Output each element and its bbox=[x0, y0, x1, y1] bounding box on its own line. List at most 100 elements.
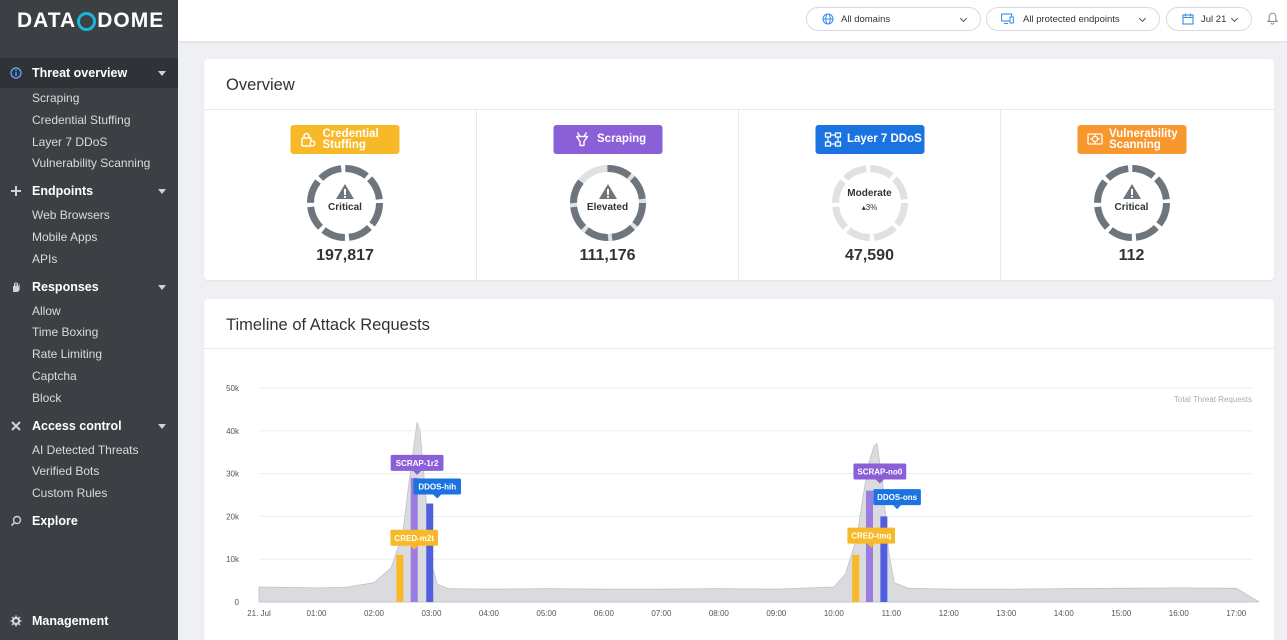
attack-timeline-chart[interactable]: 0 10k 20k 30k 40k 50k 21. Jul 01:00 02:00 03:00 04… bbox=[204, 348, 1274, 640]
annotation-label: DDOS-hih bbox=[418, 482, 456, 491]
threat-count: 197,817 bbox=[316, 247, 374, 264]
threat-level-gauge bbox=[831, 165, 908, 241]
y-tick-label: 40k bbox=[226, 427, 240, 436]
x-tick-label: 01:00 bbox=[306, 609, 327, 618]
metric-scraping[interactable]: Scraping Elevated 111,176 bbox=[476, 110, 738, 280]
sidebar-item-time-boxing[interactable]: Time Boxing bbox=[32, 325, 99, 340]
crossed-tools-icon bbox=[9, 419, 23, 433]
threat-level-gauge bbox=[1093, 165, 1170, 241]
sidebar-item-verified-bots[interactable]: Verified Bots bbox=[32, 464, 100, 479]
x-tick-label: 04:00 bbox=[479, 609, 500, 618]
sidebar-item-allow[interactable]: Allow bbox=[32, 303, 61, 318]
threat-badge-label: Credential bbox=[322, 128, 379, 140]
hand-icon bbox=[9, 280, 23, 294]
threat-badge[interactable]: Credential Stuffing bbox=[290, 125, 400, 154]
annotation-label: CRED-m2t bbox=[394, 534, 434, 543]
series-area bbox=[258, 422, 1260, 603]
date-value: Jul 21 bbox=[1201, 13, 1227, 25]
threat-level-label: Critical bbox=[328, 202, 362, 213]
explore-icon bbox=[9, 514, 23, 528]
timeline-title: Timeline of Attack Requests bbox=[226, 316, 430, 334]
sidebar-item-rate-limiting[interactable]: Rate Limiting bbox=[32, 347, 103, 362]
bar-ddos-ons bbox=[880, 516, 888, 602]
nav-section-endpoints[interactable]: Endpoints bbox=[0, 177, 178, 205]
sidebar: DATA DOME Threat overview Scraping Creden… bbox=[0, 0, 178, 640]
metric-vulnerability-scanning[interactable]: Vulnerability Scanning Critical 112 bbox=[1000, 110, 1262, 280]
x-tick-label: 16:00 bbox=[1169, 609, 1190, 618]
threat-badge[interactable]: Scraping bbox=[553, 125, 662, 154]
x-tick-label: 07:00 bbox=[651, 609, 672, 618]
nav-section-label: Management bbox=[32, 614, 109, 628]
nav-section-access-control[interactable]: Access control bbox=[0, 412, 178, 440]
x-tick-label: 09:00 bbox=[766, 609, 787, 618]
metric-layer7-ddos[interactable]: Layer 7 DDoS Moderate ▴3% 47,590 bbox=[738, 110, 1000, 280]
nav-section-label: Threat overview bbox=[32, 66, 128, 80]
x-tick-label: 11:00 bbox=[882, 609, 902, 618]
sidebar-item-web-browsers[interactable]: Web Browsers bbox=[32, 208, 110, 223]
top-bar: All domains All protected endpoints Jul … bbox=[178, 0, 1287, 41]
nav-section-responses[interactable]: Responses bbox=[0, 273, 178, 301]
chevron-down-icon[interactable] bbox=[158, 284, 166, 290]
metric-credential-stuffing[interactable]: Credential Stuffing Critical 197,817 bbox=[214, 110, 476, 280]
x-tick-label: 06:00 bbox=[594, 609, 615, 618]
bell-icon[interactable] bbox=[1266, 12, 1279, 25]
x-tick-label: 03:00 bbox=[421, 609, 442, 618]
nav-section-threat-overview[interactable]: Threat overview bbox=[0, 58, 178, 88]
y-tick-label: 50k bbox=[226, 384, 240, 393]
annotation-label: SCRAP-no0 bbox=[857, 467, 902, 476]
annotation-box bbox=[413, 478, 462, 495]
sidebar-item-block[interactable]: Block bbox=[32, 390, 62, 405]
overview-title: Overview bbox=[226, 76, 295, 94]
domain-filter-value: All domains bbox=[841, 13, 891, 25]
bar-scrap-no0 bbox=[865, 490, 873, 602]
datadome-logo[interactable]: DATA DOME bbox=[0, 0, 178, 42]
annotation-pointer bbox=[867, 543, 876, 548]
vulnerability-icon bbox=[1086, 131, 1103, 148]
threat-badge-label: Vulnerability bbox=[1109, 128, 1178, 140]
trend-percent: 3% bbox=[865, 203, 878, 212]
sidebar-item-scraping[interactable]: Scraping bbox=[32, 91, 80, 105]
timeline-card: Timeline of Attack Requests 0 10k 20k 30k 40… bbox=[204, 299, 1274, 640]
nav-section-label: Responses bbox=[32, 279, 99, 294]
threat-level-label: Critical bbox=[1114, 202, 1149, 213]
chevron-down-icon[interactable] bbox=[158, 423, 166, 429]
nav-section-management[interactable]: Management bbox=[0, 607, 178, 635]
annotation-label: DDOS-ons bbox=[877, 493, 918, 502]
nav-section-explore[interactable]: Explore bbox=[0, 507, 178, 535]
annotation-box bbox=[390, 454, 444, 471]
sidebar-item-custom-rules[interactable]: Custom Rules bbox=[32, 486, 108, 501]
sidebar-item-layer7-ddos[interactable]: Layer 7 DDoS bbox=[32, 134, 108, 149]
x-tick-label: 05:00 bbox=[536, 609, 557, 618]
nav-section-label: Endpoints bbox=[32, 184, 94, 199]
threat-badge-label: Scanning bbox=[1109, 138, 1161, 151]
domain-filter-dropdown[interactable]: All domains bbox=[806, 7, 981, 31]
endpoints-icon bbox=[9, 184, 23, 198]
x-tick-label: 10:00 bbox=[824, 609, 845, 618]
annotation-box bbox=[390, 529, 439, 546]
nav-section-label: Explore bbox=[32, 513, 78, 528]
date-picker[interactable]: Jul 21 bbox=[1166, 7, 1252, 31]
chevron-down-icon bbox=[1230, 14, 1239, 23]
endpoint-filter-dropdown[interactable]: All protected endpoints bbox=[986, 7, 1160, 31]
sidebar-item-vulnerability-scanning[interactable]: Vulnerability Scanning bbox=[32, 156, 151, 171]
threat-level-gauge bbox=[307, 165, 383, 241]
threat-level-gauge bbox=[569, 165, 646, 241]
chevron-down-icon[interactable] bbox=[158, 189, 166, 195]
calendar-icon bbox=[1181, 13, 1194, 26]
sidebar-item-mobile-apps[interactable]: Mobile Apps bbox=[32, 229, 98, 244]
bar-cred-m2t bbox=[396, 554, 404, 602]
scraping-icon bbox=[573, 131, 590, 148]
divider bbox=[204, 348, 1274, 349]
chevron-down-icon[interactable] bbox=[158, 71, 166, 76]
sidebar-item-credential-stuffing[interactable]: Credential Stuffing bbox=[32, 112, 131, 127]
sidebar-item-captcha[interactable]: Captcha bbox=[32, 368, 77, 383]
sidebar-item-apis[interactable]: APIs bbox=[32, 251, 58, 266]
annotation-pointer bbox=[893, 505, 902, 510]
x-tick-label: 12:00 bbox=[939, 609, 960, 618]
threat-badge[interactable]: Layer 7 DDoS bbox=[815, 125, 924, 154]
x-tick-label: 13:00 bbox=[996, 609, 1017, 618]
logo-text-right: DOME bbox=[97, 9, 165, 32]
threat-badge[interactable]: Vulnerability Scanning bbox=[1077, 125, 1186, 154]
info-circle-icon bbox=[9, 66, 23, 80]
sidebar-item-ai-detected-threats[interactable]: AI Detected Threats bbox=[32, 442, 139, 457]
